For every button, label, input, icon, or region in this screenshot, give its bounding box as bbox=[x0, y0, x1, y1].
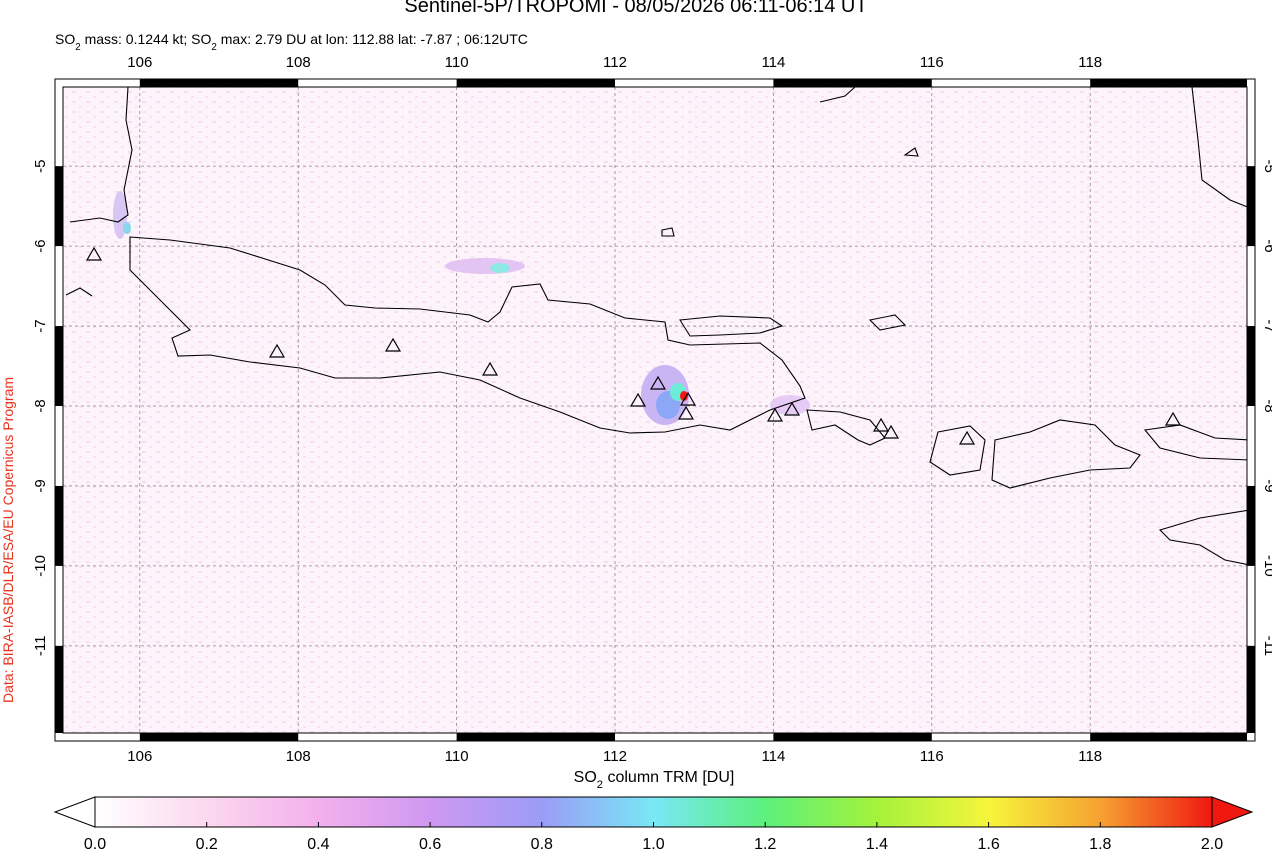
lat-tick-label: -6 bbox=[1261, 239, 1272, 252]
text-part: SO bbox=[574, 769, 597, 786]
lon-tick-label: 106 bbox=[127, 748, 152, 765]
lon-tick-label: 114 bbox=[761, 54, 785, 71]
frame-bar bbox=[773, 79, 932, 87]
frame-bar bbox=[1090, 733, 1247, 741]
subscript: 2 bbox=[597, 779, 603, 791]
frame-bar bbox=[139, 79, 299, 87]
lat-tick-label: -10 bbox=[32, 555, 49, 577]
plume bbox=[123, 222, 131, 234]
colorbar-tick-label: 0.8 bbox=[531, 836, 553, 853]
text-part: SO bbox=[55, 31, 75, 47]
colorbar-tick-label: 0.0 bbox=[84, 836, 106, 853]
lon-tick-label: 118 bbox=[1078, 748, 1102, 765]
map-frame: 106 106 108 108 110 110 112 112 114 114 116 116 118 1… bbox=[32, 54, 1272, 765]
coastline bbox=[819, 87, 1247, 208]
frame-bar bbox=[1247, 645, 1255, 733]
text-part: max: 2.79 DU at lon: 112.88 lat: -7.87 ;… bbox=[217, 31, 528, 47]
lon-tick-label: 110 bbox=[445, 54, 469, 71]
colorbar-tick-label: 0.2 bbox=[196, 836, 218, 853]
coastline bbox=[991, 419, 1141, 489]
plume bbox=[490, 263, 510, 273]
subtitle: SO2 mass: 0.1244 kt; SO2 max: 2.79 DU at… bbox=[55, 31, 528, 53]
colorbar-over bbox=[1211, 796, 1254, 828]
lon-tick-label: 108 bbox=[286, 748, 311, 765]
coastline bbox=[929, 425, 986, 476]
text-part: mass: 0.1244 kt; SO bbox=[81, 31, 212, 47]
frame-bar bbox=[1247, 485, 1255, 566]
lat-tick-label: -5 bbox=[32, 159, 49, 172]
lat-tick-label: -5 bbox=[1261, 159, 1272, 172]
frame-bar bbox=[55, 645, 63, 733]
coastline bbox=[661, 147, 919, 331]
frame-bar bbox=[1090, 79, 1247, 87]
frame-bar bbox=[456, 733, 616, 741]
coastline bbox=[806, 409, 886, 446]
coastline bbox=[129, 236, 806, 434]
grid bbox=[63, 87, 1247, 733]
lat-tick-label: -6 bbox=[32, 239, 49, 252]
colorbar-tick-label: 1.6 bbox=[977, 836, 999, 853]
colorbar-tick-label: 1.2 bbox=[754, 836, 776, 853]
volcanoes bbox=[85, 246, 1182, 445]
colorbar-tick-label: 0.4 bbox=[307, 836, 329, 853]
frame-border bbox=[54, 78, 1256, 742]
frame-inner bbox=[62, 86, 1248, 734]
lon-tick-label: 116 bbox=[920, 54, 944, 71]
frame-bar bbox=[1247, 166, 1255, 247]
colorbar-tick-label: 2.0 bbox=[1201, 836, 1223, 853]
colorbar-tick-label: 1.0 bbox=[642, 836, 664, 853]
lon-tick-label: 114 bbox=[761, 748, 785, 765]
coastline bbox=[679, 315, 784, 337]
lon-tick-label: 106 bbox=[127, 54, 152, 71]
coastline bbox=[1158, 509, 1247, 565]
lat-tick-label: -7 bbox=[32, 319, 49, 332]
lon-tick-label: 110 bbox=[445, 748, 469, 765]
coastline bbox=[65, 87, 133, 297]
volcano bbox=[85, 246, 1182, 445]
lat-tick-label: -8 bbox=[1261, 399, 1272, 412]
frame-bar bbox=[1247, 326, 1255, 407]
colorbar-tick-label: 1.4 bbox=[866, 836, 888, 853]
frame-bar bbox=[55, 326, 63, 407]
lat-tick-label: -10 bbox=[1261, 555, 1272, 577]
credit: Data: BIRA-IASB/DLR/ESA/EU Copernicus Pr… bbox=[0, 377, 16, 703]
coastlines bbox=[65, 87, 1247, 565]
lon-tick-label: 112 bbox=[603, 748, 627, 765]
lon-tick-label: 116 bbox=[920, 748, 944, 765]
lat-tick-label: -11 bbox=[1261, 636, 1272, 657]
lat-tick-label: -8 bbox=[32, 399, 49, 412]
lat-tick-label: -9 bbox=[32, 479, 49, 492]
lat-tick-label: -9 bbox=[1261, 479, 1272, 492]
colorbar-tick-label: 0.6 bbox=[419, 836, 441, 853]
plume bbox=[445, 258, 525, 274]
subscript: 2 bbox=[75, 42, 80, 53]
frame-bar bbox=[55, 166, 63, 247]
title: Sentinel-5P/TROPOMI - 08/05/2026 06:11-0… bbox=[404, 0, 867, 17]
lat-tick-label: -7 bbox=[1261, 319, 1272, 332]
lat-tick-label: -11 bbox=[32, 636, 49, 657]
lon-tick-label: 112 bbox=[603, 54, 627, 71]
frame-bar bbox=[773, 733, 932, 741]
frame-bar bbox=[456, 79, 616, 87]
lon-tick-label: 118 bbox=[1078, 54, 1102, 71]
subscript: 2 bbox=[211, 42, 216, 53]
lon-tick-label: 108 bbox=[286, 54, 311, 71]
colorbar-label: SO2 column TRM [DU] bbox=[574, 769, 735, 791]
colorbar-under bbox=[53, 796, 96, 828]
frame-bar bbox=[55, 485, 63, 566]
frame-bar bbox=[139, 733, 299, 741]
text-part: column TRM [DU] bbox=[603, 769, 734, 786]
colorbar-tick-label: 1.8 bbox=[1089, 836, 1111, 853]
coastline bbox=[1143, 424, 1247, 461]
plume-max bbox=[680, 391, 688, 401]
colorbar: 0.0 0.2 0.4 0.6 0.8 1.0 1.2 1.4 1.6 1.8 2.0 bbox=[53, 796, 1254, 853]
